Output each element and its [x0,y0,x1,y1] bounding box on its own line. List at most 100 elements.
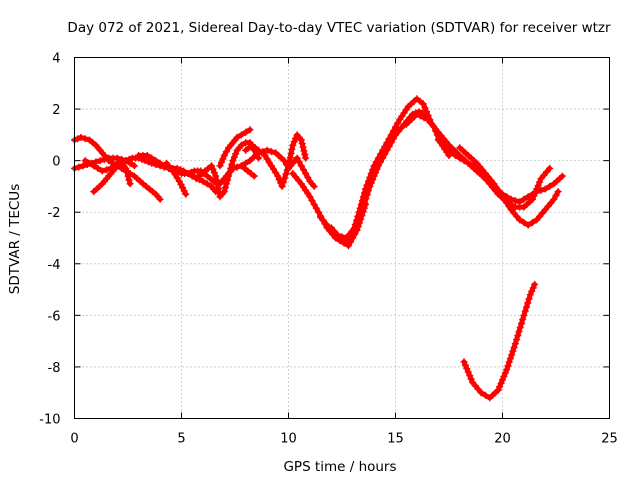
data-point [519,315,527,323]
data-point [130,162,138,170]
series-arc-16 [456,144,562,229]
data-point [523,303,530,311]
data-point [377,158,384,166]
data-point [292,134,300,142]
y-tick-label: 0 [52,155,60,170]
data-point [513,336,521,344]
data-point [217,158,225,166]
y-tick-label: -10 [39,413,60,428]
data-point [179,184,187,192]
data-point [357,215,365,223]
data-point [525,295,533,303]
data-point [77,133,85,141]
series-line [318,109,452,241]
data-point [370,172,378,180]
data-point [518,320,525,327]
series-arc-13 [327,201,369,250]
data-point [531,280,539,288]
data-point [552,192,560,199]
series-arc-7 [193,139,262,201]
data-point [175,177,183,185]
data-point [299,143,307,151]
data-point [530,192,538,200]
data-point [278,182,286,190]
data-point [496,383,504,391]
data-point [214,180,221,188]
data-point [529,284,537,292]
data-point [209,165,217,173]
data-point [420,114,428,122]
data-point [199,177,207,185]
data-point [98,167,106,175]
data-point [125,176,133,184]
data-point [295,158,303,166]
data-point [302,170,310,177]
data-point [500,372,508,380]
data-point [506,355,514,362]
data-point [182,190,190,198]
series-arc-10 [237,146,318,190]
data-point [369,176,377,184]
data-point [225,172,233,180]
data-point [213,176,221,184]
data-point [75,163,83,171]
data-point [124,172,132,180]
data-point [353,226,361,234]
data-point [301,151,309,158]
data-point [263,146,271,154]
series-arc-4 [90,159,134,196]
data-point [208,162,215,170]
data-point [222,180,230,188]
data-point [279,178,287,186]
data-point [210,169,218,177]
data-point [529,219,536,226]
data-point [310,182,318,190]
data-point [287,149,295,157]
data-point [152,157,160,165]
data-point [554,188,562,196]
data-point [533,185,541,193]
data-point [90,162,98,170]
data-point [461,361,469,369]
data-point [101,155,108,163]
data-point [125,155,133,163]
data-point [74,135,82,143]
data-point [280,157,288,165]
data-point [531,188,539,196]
data-point [290,138,298,146]
series-group [71,95,566,402]
data-point [359,208,367,216]
data-point [315,208,322,216]
data-point [387,139,395,147]
data-point [177,181,185,188]
data-point [281,174,289,182]
data-point [233,133,241,141]
data-point [499,376,506,384]
data-point [226,168,234,176]
data-point [220,152,228,159]
series-line [435,137,553,210]
data-point [310,201,318,208]
data-point [367,179,375,187]
x-tick-label: 15 [387,432,404,447]
data-point [275,176,283,184]
data-point [351,230,359,238]
data-point [464,368,472,376]
data-point [466,372,474,379]
data-point [237,131,245,139]
data-point [96,157,104,165]
data-point [511,197,519,205]
data-point [526,291,534,299]
data-point [312,204,320,212]
data-point [534,182,542,190]
data-point [546,164,554,172]
series-line [461,281,538,401]
data-point [394,119,402,127]
series-arc-6 [163,159,190,198]
data-point [246,126,254,134]
x-tick-label: 0 [70,432,78,447]
data-point [122,157,130,165]
y-tick-label: -4 [48,258,61,273]
data-point [344,242,352,250]
data-point [385,143,393,150]
